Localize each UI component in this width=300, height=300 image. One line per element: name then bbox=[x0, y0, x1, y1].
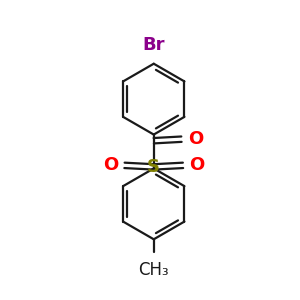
Text: CH₃: CH₃ bbox=[138, 261, 169, 279]
Text: O: O bbox=[189, 156, 204, 174]
Text: O: O bbox=[103, 156, 118, 174]
Text: O: O bbox=[188, 130, 203, 148]
Text: S: S bbox=[147, 158, 160, 176]
Text: Br: Br bbox=[142, 37, 165, 55]
